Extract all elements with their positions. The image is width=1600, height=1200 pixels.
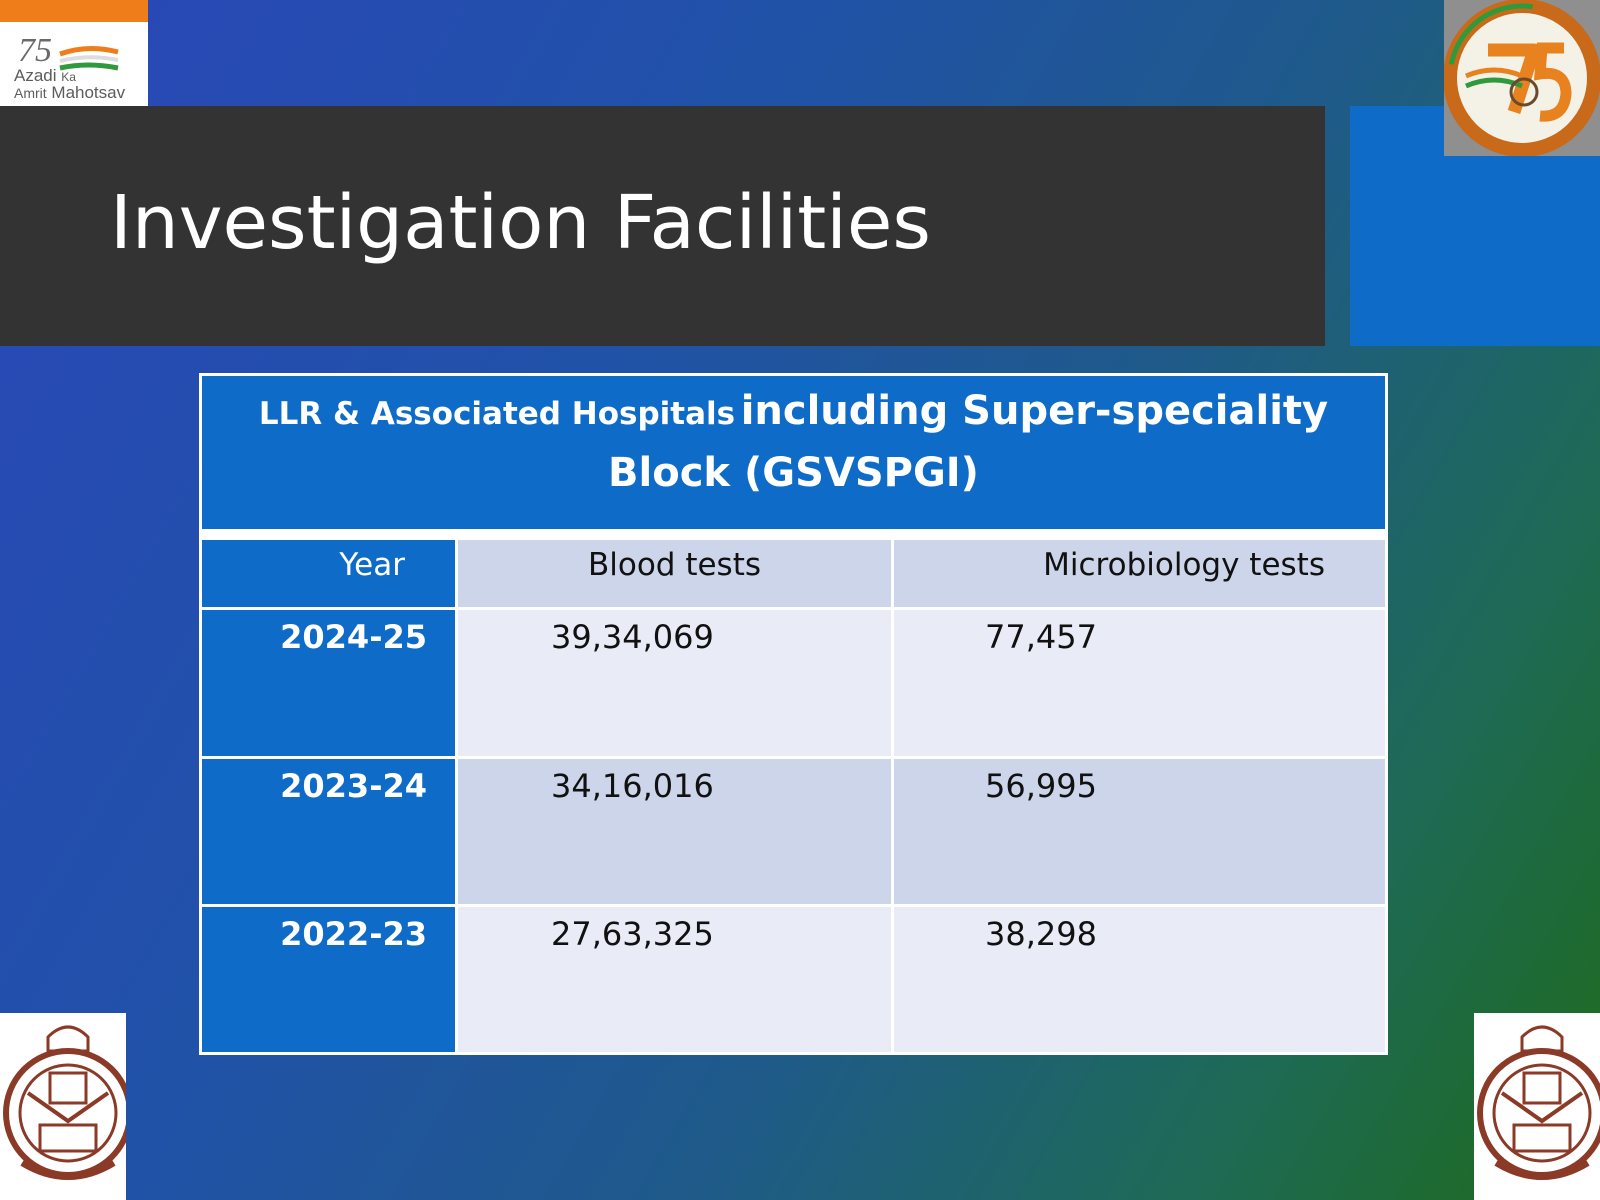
row-microbiology-tests: 38,298 [894, 907, 1385, 1052]
title-bar [0, 106, 1325, 346]
row-blood-tests: 27,63,325 [458, 907, 891, 1052]
row-microbiology-tests: 56,995 [894, 759, 1385, 904]
75-years-emblem [1444, 0, 1600, 156]
column-header-blood-tests: Blood tests [458, 540, 891, 607]
75-emblem-icon [1444, 0, 1600, 156]
row-blood-tests: 34,16,016 [458, 759, 891, 904]
logo-text-azadi: Azadi [14, 66, 57, 85]
row-year: 2022-23 [202, 907, 455, 1052]
column-header-year: Year [202, 540, 455, 607]
university-seal-icon [3, 1025, 126, 1180]
caption-block: Block (GSVSPGI) [608, 450, 979, 496]
logo-text-amrit: Amrit [14, 85, 47, 101]
tricolor-flag-icon [59, 46, 119, 71]
table-caption: LLR & Associated Hospitals including Sup… [202, 376, 1385, 529]
row-year: 2023-24 [202, 759, 455, 904]
column-header-microbiology-tests: Microbiology tests [894, 540, 1385, 607]
university-seal-icon [1477, 1025, 1600, 1180]
row-year: 2024-25 [202, 610, 455, 756]
row-microbiology-tests: 77,457 [894, 610, 1385, 756]
investigation-table: LLR & Associated Hospitals including Sup… [199, 373, 1388, 1055]
row-blood-tests: 39,34,069 [458, 610, 891, 756]
logo-text-mahotsav: Mahotsav [51, 83, 126, 102]
university-seal-right [1474, 1013, 1600, 1200]
university-seal-left [0, 1013, 126, 1200]
caption-hospitals: LLR & Associated Hospitals [258, 396, 736, 432]
logo-text-ka: Ka [61, 70, 76, 84]
logo-75-numeral: 75 [18, 32, 52, 69]
caption-super-speciality: including Super-speciality [740, 388, 1329, 434]
slide-title: Investigation Facilities [110, 180, 931, 266]
